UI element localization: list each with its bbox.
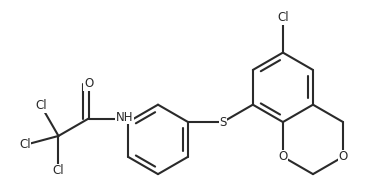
- Text: Cl: Cl: [35, 99, 47, 112]
- Text: NH: NH: [116, 111, 134, 124]
- Text: O: O: [84, 77, 93, 90]
- Text: O: O: [339, 150, 348, 163]
- Text: O: O: [278, 150, 287, 163]
- Text: Cl: Cl: [277, 11, 289, 24]
- Text: Cl: Cl: [19, 138, 31, 151]
- Text: S: S: [219, 116, 226, 128]
- Text: Cl: Cl: [53, 164, 64, 177]
